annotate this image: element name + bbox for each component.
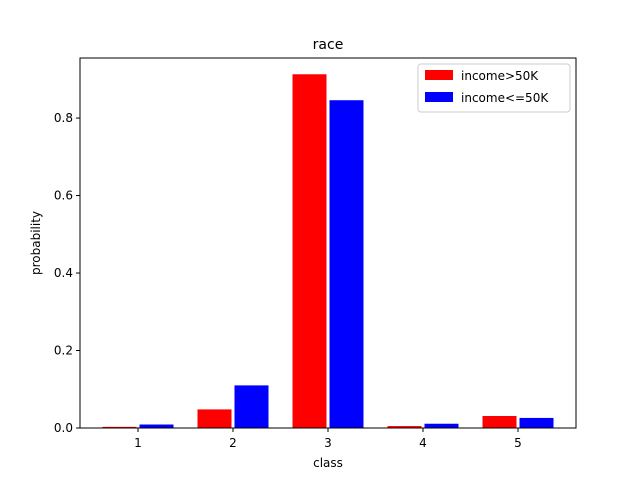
- plot-area: [80, 58, 576, 428]
- bar-income-gt-50k-class-4: [387, 426, 422, 428]
- bar-income-gt-50k-class-5: [482, 415, 517, 428]
- legend-label-income-gt-50k: income>50K: [461, 69, 539, 83]
- legend-swatch-income-le-50k: [425, 92, 453, 102]
- y-ticks: 0.0 0.2 0.4 0.6 0.8: [54, 111, 80, 435]
- y-tick-label-1: 0.2: [54, 344, 73, 358]
- x-tick-label-2: 2: [229, 436, 237, 450]
- y-tick-label-2: 0.4: [54, 266, 73, 280]
- x-tick-label-5: 5: [514, 436, 522, 450]
- bars-group: [102, 74, 554, 429]
- legend: income>50K income<=50K: [417, 63, 571, 113]
- plot-frame: [79, 57, 577, 429]
- bar-income-le-50k-class-2: [234, 385, 269, 428]
- bar-income-le-50k-class-4: [424, 423, 459, 428]
- bar-income-le-50k-class-1: [139, 424, 174, 428]
- y-tick-label-0: 0.0: [54, 421, 73, 435]
- legend-label-income-le-50k: income<=50K: [461, 91, 549, 105]
- x-ticks: 1 2 3 4 5: [134, 428, 522, 450]
- chart-title: race: [313, 37, 344, 53]
- x-tick-label-3: 3: [324, 436, 332, 450]
- bar-income-gt-50k-class-1: [102, 426, 137, 428]
- bar-income-gt-50k-class-3: [292, 74, 327, 429]
- y-tick-label-3: 0.6: [54, 189, 73, 203]
- legend-swatch-income-gt-50k: [425, 70, 453, 80]
- y-axis-label: probability: [29, 211, 43, 275]
- x-tick-label-4: 4: [419, 436, 427, 450]
- x-axis-label: class: [313, 456, 343, 470]
- y-tick-label-4: 0.8: [54, 111, 73, 125]
- bar-income-le-50k-class-5: [519, 417, 554, 428]
- x-tick-label-1: 1: [134, 436, 142, 450]
- bar-income-le-50k-class-3: [329, 100, 364, 428]
- legend-frame: [417, 63, 571, 113]
- bar-income-gt-50k-class-2: [197, 409, 232, 428]
